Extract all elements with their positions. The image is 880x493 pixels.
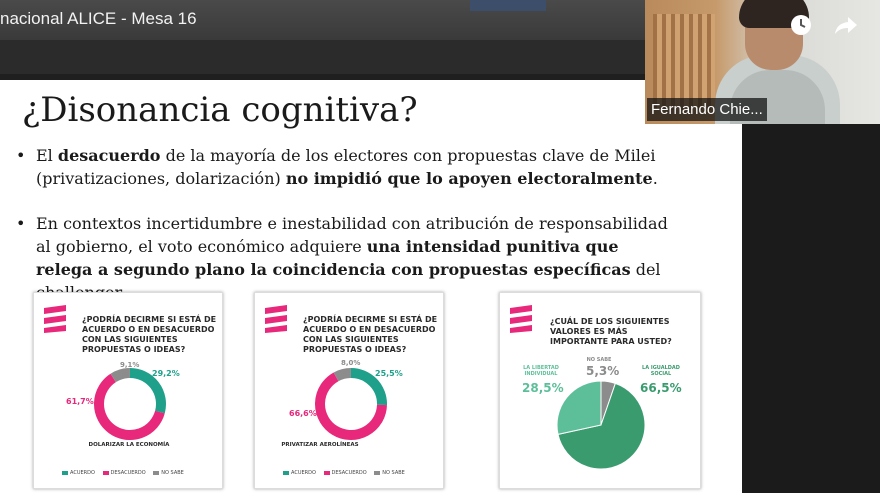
data-label-no-sabe: 9,1% — [120, 361, 140, 369]
data-label-no-sabe: 8,0% — [341, 359, 361, 367]
bullet-dot: • — [16, 146, 26, 165]
value-label-igualdad: 66,5% — [640, 381, 682, 395]
brand-logo-icon — [265, 305, 287, 333]
survey-card-valores: ¿Cuál de los siguientes valores es más i… — [499, 292, 701, 489]
data-label-acuerdo: 25,5% — [375, 369, 403, 378]
data-label-acuerdo: 29,2% — [152, 369, 180, 378]
video-window-blinds — [653, 14, 715, 110]
data-label-desacuerdo: 66,6% — [289, 409, 317, 418]
meeting-title: nacional ALICE - Mesa 16 — [0, 9, 197, 28]
legend-label: ACUERDO — [291, 470, 316, 476]
bullet-text: En contextos incertidumbre e inestabilid… — [36, 212, 676, 304]
title-bar-accent — [470, 0, 546, 11]
legend-label: NO SABE — [382, 470, 405, 476]
meeting-title-bar: nacional ALICE - Mesa 16 — [0, 0, 645, 40]
legend-label: ACUERDO — [70, 470, 95, 476]
bullet-dot: • — [16, 214, 26, 233]
legend-label: NO SABE — [161, 470, 184, 476]
pie-chart — [556, 380, 646, 470]
survey-question: ¿Podría decirme si está de acuerdo o en … — [82, 315, 217, 354]
chart-legend: ACUERDO DESACUERDO NO SABE — [283, 470, 405, 476]
legend-label: DESACUERDO — [331, 470, 367, 476]
value-label-no-sabe: 5,3% — [586, 364, 620, 378]
participant-video-tile[interactable]: Fernando Chie... — [645, 0, 880, 124]
donut-segment-desacuerdo — [315, 372, 387, 440]
category-label-no-sabe: No sabe — [586, 357, 612, 363]
slide-bullet: • En contextos incertidumbre e inestabil… — [16, 212, 676, 304]
survey-question: ¿Cuál de los siguientes valores es más i… — [550, 317, 672, 346]
donut-segment-no-sabe — [333, 368, 352, 382]
clock-icon[interactable] — [788, 12, 814, 38]
participant-name-label: Fernando Chie... — [647, 98, 767, 121]
donut-chart — [315, 368, 387, 440]
bullet-text-run: El — [36, 146, 58, 165]
slide-title: ¿Disonancia cognitiva? — [22, 90, 418, 130]
legend-label: DESACUERDO — [110, 470, 146, 476]
share-arrow-icon[interactable] — [833, 12, 859, 38]
donut-chart — [94, 368, 166, 440]
bullet-text-bold: una intensidad punitiva que relega a seg… — [36, 237, 631, 279]
bullet-text: El desacuerdo de la mayoría de los elect… — [36, 144, 676, 190]
legend-swatch — [283, 470, 289, 475]
value-label-libertad: 28,5% — [522, 381, 564, 395]
chart-legend: ACUERDO DESACUERDO NO SABE — [62, 470, 184, 476]
legend-swatch — [102, 470, 109, 475]
slide-bullet: • El desacuerdo de la mayoría de los ele… — [16, 144, 676, 190]
pie-slice-igualdad — [557, 382, 646, 470]
category-label-igualdad: La igualdad social — [642, 365, 680, 377]
shared-slide: ¿Disonancia cognitiva? • El desacuerdo d… — [0, 80, 742, 493]
brand-logo-icon — [44, 305, 66, 333]
legend-swatch — [323, 470, 330, 475]
donut-segment-acuerdo — [350, 368, 387, 406]
donut-segment-desacuerdo — [94, 373, 165, 440]
chart-caption: Privatizar Aerolíneas — [281, 442, 359, 448]
brand-logo-icon — [510, 305, 532, 333]
bullet-text-bold: desacuerdo — [57, 146, 161, 165]
chart-caption: Dolarizar la economía — [88, 442, 170, 448]
bullet-text-bold: no impidió que lo apoyen electoralmente — [285, 169, 653, 188]
bullet-text-run: . — [652, 169, 658, 188]
pie-slice-libertad — [556, 380, 602, 435]
legend-swatch — [374, 470, 381, 475]
donut-segment-acuerdo — [129, 368, 166, 414]
bullet-text-run: de la mayoría de los electores con propu… — [36, 146, 656, 188]
donut-segment-no-sabe — [110, 368, 131, 383]
legend-swatch — [62, 470, 68, 475]
legend-swatch — [153, 470, 160, 475]
category-label-libertad: La libertad individual — [523, 365, 559, 377]
participants-panel — [742, 124, 880, 493]
survey-card-aerolineas: ¿Podría decirme si está de acuerdo o en … — [254, 292, 444, 489]
data-label-desacuerdo: 61,7% — [66, 397, 94, 406]
survey-question: ¿Podría decirme si está de acuerdo o en … — [303, 315, 438, 354]
bullet-text-run: En contextos incertidumbre e inestabilid… — [36, 214, 668, 256]
survey-card-dolarizar: ¿Podría decirme si está de acuerdo o en … — [33, 292, 223, 489]
slide-top-border — [0, 74, 645, 80]
